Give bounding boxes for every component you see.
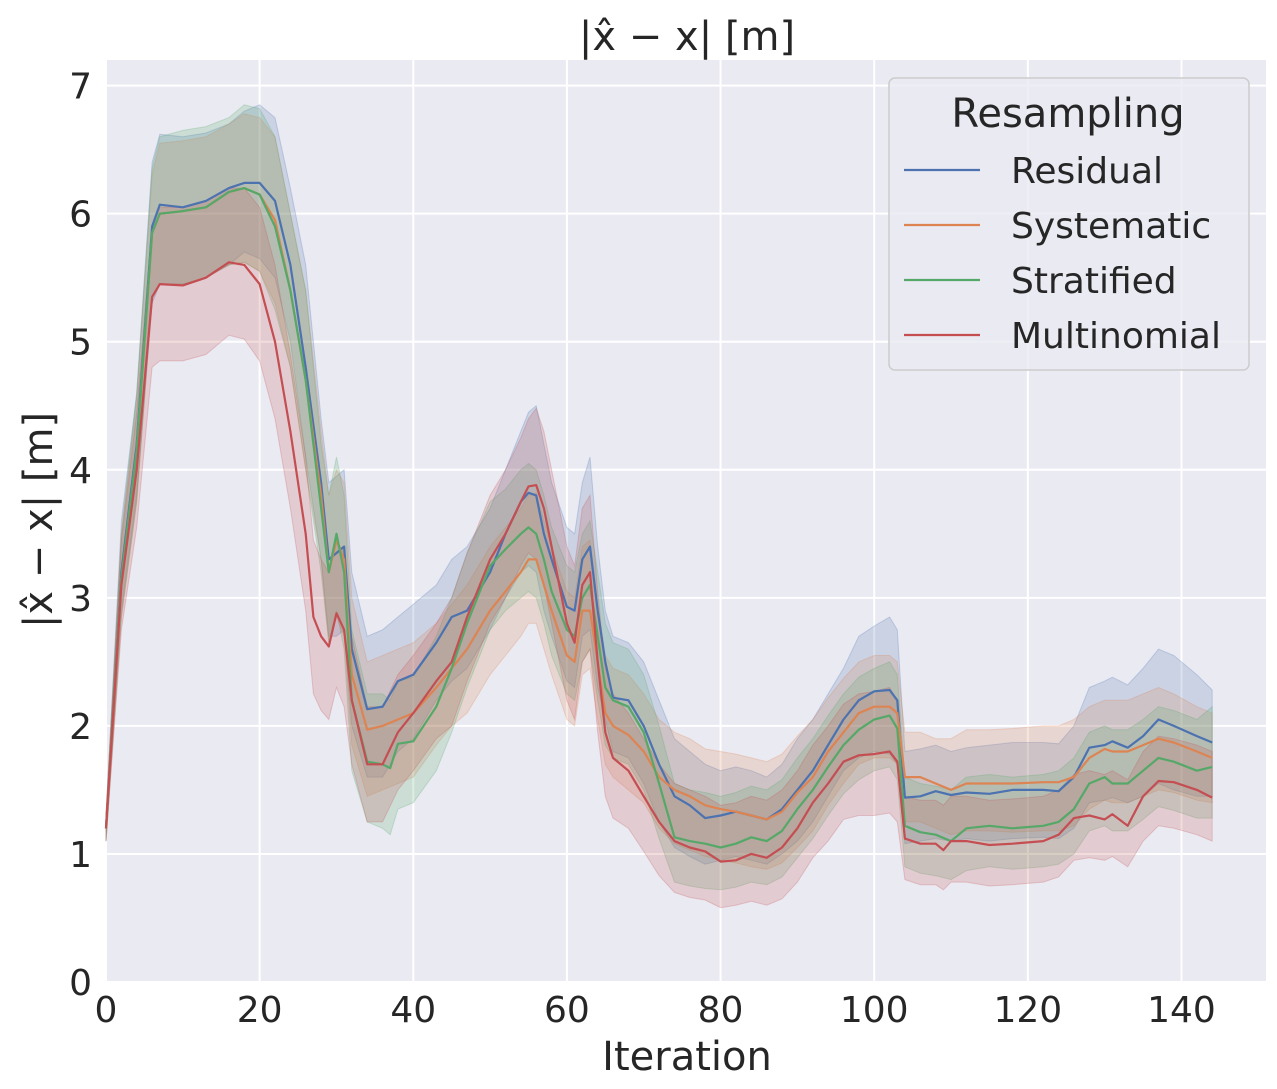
y-tick-label: 4	[69, 451, 92, 492]
y-tick-label: 6	[69, 195, 92, 236]
multinomial-confidence-band	[105, 187, 1213, 909]
legend-label-multinomial: Multinomial	[1011, 316, 1221, 357]
legend-label-stratified: Stratified	[1011, 261, 1177, 302]
stratified-confidence-band	[105, 104, 1213, 891]
legend-item-residual: Residual	[904, 151, 1163, 192]
legend-item-stratified: Stratified	[904, 261, 1177, 302]
legend-title: Resampling	[951, 91, 1184, 137]
x-tick-label: 100	[840, 990, 909, 1031]
y-tick-label: 3	[69, 579, 92, 620]
y-tick-label: 5	[69, 323, 92, 364]
x-tick-label: 80	[698, 990, 744, 1031]
x-axis-label: Iteration	[602, 1034, 772, 1080]
x-tick-label: 140	[1147, 990, 1216, 1031]
residual-confidence-band	[105, 104, 1213, 865]
x-tick-label: 60	[544, 990, 590, 1031]
x-tick-label: 120	[993, 990, 1062, 1031]
multinomial-line	[104, 261, 1213, 863]
y-tick-label: 7	[69, 67, 92, 108]
y-tick-label: 0	[69, 963, 92, 1004]
confidence-bands	[105, 104, 1213, 909]
residual-line	[104, 181, 1213, 829]
stratified-line	[104, 187, 1213, 849]
y-tick-labels: 0 1 2 3 4 5 6 7	[69, 67, 92, 1004]
x-tick-labels: 0 20 40 60 80 100 120 140	[95, 990, 1216, 1031]
systematic-confidence-band	[105, 113, 1213, 870]
legend-label-residual: Residual	[1011, 151, 1163, 192]
legend-item-multinomial: Multinomial	[904, 316, 1221, 357]
x-tick-label: 20	[237, 990, 283, 1031]
chart-title: |x̂ − x| [m]	[579, 14, 795, 60]
legend-item-systematic: Systematic	[904, 206, 1211, 247]
x-tick-label: 40	[390, 990, 436, 1031]
y-axis-label: |x̂ − x| [m]	[16, 412, 62, 628]
legend-label-systematic: Systematic	[1011, 206, 1211, 247]
legend-box	[888, 77, 1250, 371]
legend: Resampling Residual Systematic Stratified M…	[888, 77, 1250, 371]
series-lines	[104, 181, 1213, 863]
y-tick-label: 2	[69, 707, 92, 748]
y-tick-label: 1	[69, 835, 92, 876]
x-tick-label: 0	[95, 990, 118, 1031]
